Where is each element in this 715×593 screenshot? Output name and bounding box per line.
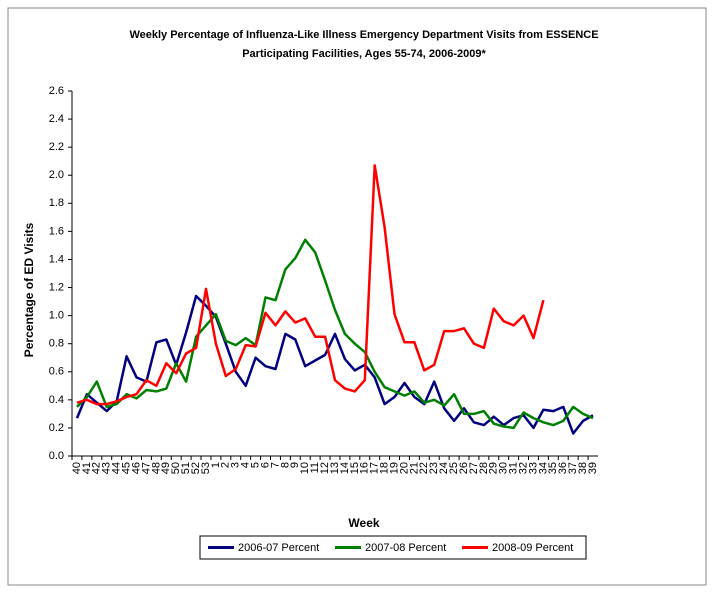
- y-tick-label: 2.0: [49, 169, 64, 181]
- x-tick-label: 44: [111, 462, 123, 474]
- x-tick-label: 32: [517, 462, 529, 474]
- x-tick-label: 27: [468, 462, 480, 474]
- x-tick-label: 6: [259, 462, 271, 468]
- x-tick-label: 52: [190, 462, 202, 474]
- y-tick-label: 1.6: [49, 225, 64, 237]
- y-tick-label: 0.6: [49, 366, 64, 378]
- x-tick-label: 19: [388, 462, 400, 474]
- x-tick-label: 23: [428, 462, 440, 474]
- series-line: [76, 164, 545, 406]
- legend-label: 2007-08 Percent: [365, 542, 446, 554]
- x-tick-label: 39: [587, 462, 599, 474]
- y-tick-label: 2.2: [49, 141, 64, 153]
- chart-title: Participating Facilities, Ages 55-74, 20…: [242, 48, 486, 60]
- x-tick-label: 36: [557, 462, 569, 474]
- x-tick-label: 1: [210, 462, 222, 468]
- x-tick-label: 9: [289, 462, 301, 468]
- x-tick-label: 10: [299, 462, 311, 474]
- y-tick-label: 2.6: [49, 85, 64, 97]
- x-tick-label: 37: [567, 462, 579, 474]
- y-tick-label: 1.2: [49, 281, 64, 293]
- x-tick-label: 29: [488, 462, 500, 474]
- legend-box: [199, 535, 587, 560]
- x-tick-label: 16: [359, 462, 371, 474]
- x-tick-label: 35: [547, 462, 559, 474]
- series-line: [75, 294, 594, 435]
- y-tick-label: 0.4: [49, 394, 64, 406]
- x-tick-label: 13: [329, 462, 341, 474]
- x-tick-label: 25: [448, 462, 460, 474]
- x-tick-label: 49: [160, 462, 172, 474]
- x-tick-label: 41: [81, 462, 93, 474]
- x-tick-label: 8: [279, 462, 291, 468]
- x-tick-label: 14: [339, 462, 351, 474]
- x-tick-label: 7: [269, 462, 281, 468]
- x-tick-label: 38: [577, 462, 589, 474]
- x-tick-label: 20: [398, 462, 410, 474]
- x-tick-label: 12: [319, 462, 331, 474]
- x-tick-label: 2: [220, 462, 232, 468]
- x-tick-label: 26: [458, 462, 470, 474]
- y-tick-label: 0.0: [49, 450, 64, 462]
- y-tick-label: 2.4: [49, 113, 64, 125]
- x-tick-label: 17: [369, 462, 381, 474]
- x-tick-label: 24: [438, 462, 450, 474]
- legend-label: 2006-07 Percent: [238, 542, 319, 554]
- y-tick-label: 1.0: [49, 310, 64, 322]
- x-tick-label: 47: [140, 462, 152, 474]
- x-tick-label: 33: [527, 462, 539, 474]
- x-tick-label: 51: [180, 462, 192, 474]
- y-tick-label: 0.8: [49, 338, 64, 350]
- x-tick-label: 30: [498, 462, 510, 474]
- x-tick-label: 53: [200, 462, 212, 474]
- x-tick-label: 31: [508, 462, 520, 474]
- x-tick-label: 34: [537, 462, 549, 474]
- x-tick-label: 11: [309, 462, 321, 473]
- x-tick-label: 46: [130, 462, 142, 474]
- y-axis-title: Percentage of ED Visits: [22, 222, 36, 357]
- y-tick-label: 1.4: [49, 253, 64, 265]
- x-tick-label: 4: [240, 462, 252, 468]
- series-line: [76, 238, 594, 430]
- chart-title: Weekly Percentage of Influenza-Like Illn…: [129, 29, 598, 41]
- y-tick-label: 1.8: [49, 197, 64, 209]
- x-tick-label: 40: [71, 462, 83, 474]
- x-tick-label: 3: [230, 462, 242, 468]
- x-tick-label: 21: [408, 462, 420, 474]
- x-tick-label: 45: [120, 462, 132, 474]
- x-tick-label: 42: [91, 462, 103, 474]
- x-tick-label: 28: [478, 462, 490, 474]
- x-tick-label: 22: [418, 462, 430, 474]
- x-tick-label: 18: [379, 462, 391, 474]
- x-tick-label: 50: [170, 462, 182, 474]
- y-tick-label: 0.2: [49, 422, 64, 434]
- x-tick-label: 15: [349, 462, 361, 474]
- x-tick-label: 5: [250, 462, 262, 468]
- x-axis-title: Week: [348, 516, 379, 530]
- x-tick-label: 43: [101, 462, 113, 474]
- legend-label: 2008-09 Percent: [492, 542, 573, 554]
- x-tick-label: 48: [150, 462, 162, 474]
- chart-frame: [7, 7, 707, 586]
